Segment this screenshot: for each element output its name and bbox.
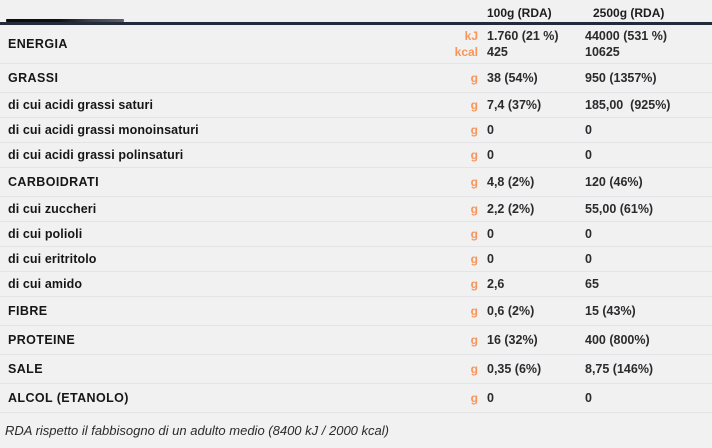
value-100g: 0	[487, 391, 494, 405]
value-2500g: 0	[585, 227, 592, 241]
row-unit-label: g	[470, 333, 478, 347]
rda-footnote: RDA rispetto il fabbisogno di un adulto …	[5, 423, 389, 438]
cropped-text-artifact	[6, 19, 124, 22]
row-label: di cui polioli	[8, 227, 83, 241]
value-100g: 0	[487, 227, 494, 241]
value-2500g: 0	[585, 148, 592, 162]
row-label: ALCOL (ETANOLO)	[8, 391, 129, 405]
table-row: di cui polioli g 0 0	[0, 222, 712, 247]
table-row: di cui acidi grassi monoinsaturi g 0 0	[0, 118, 712, 143]
row-label: CARBOIDRATI	[8, 175, 99, 189]
value-100g: 0	[487, 148, 494, 162]
row-unit-label: g	[470, 175, 478, 189]
value-100g: 7,4 (37%)	[487, 98, 542, 112]
value-100g: 0,35 (6%)	[487, 362, 542, 376]
row-unit-label: g	[470, 123, 478, 137]
row-unit-label: g	[470, 277, 478, 291]
value-2500g: 15 (43%)	[585, 304, 636, 318]
row-label: di cui eritritolo	[8, 252, 97, 266]
column-header-2500g: 2500g (RDA)	[593, 5, 665, 20]
table-row: di cui zuccheri g 2,2 (2%) 55,00 (61%)	[0, 197, 712, 222]
table-row: di cui acidi grassi polinsaturi g 0 0	[0, 143, 712, 168]
row-unit-label: kJ kcal	[454, 29, 478, 59]
value-100g: 1.760 (21 %) 425	[487, 29, 559, 59]
table-row: di cui acidi grassi saturi g 7,4 (37%) 1…	[0, 93, 712, 118]
row-unit-label: g	[470, 148, 478, 162]
row-label: GRASSI	[8, 71, 59, 85]
row-unit-label: g	[470, 71, 478, 85]
table-row: GRASSI g 38 (54%) 950 (1357%)	[0, 64, 712, 93]
value-100g: 38 (54%)	[487, 71, 538, 85]
row-label: di cui zuccheri	[8, 202, 97, 216]
value-2500g: 400 (800%)	[585, 333, 650, 347]
row-unit-label: g	[470, 304, 478, 318]
table-row: FIBRE g 0,6 (2%) 15 (43%)	[0, 297, 712, 326]
row-label: SALE	[8, 362, 43, 376]
value-2500g: 120 (46%)	[585, 175, 643, 189]
row-unit-label: g	[470, 252, 478, 266]
row-label: FIBRE	[8, 304, 48, 318]
row-label: di cui amido	[8, 277, 83, 291]
value-2500g: 55,00 (61%)	[585, 202, 654, 216]
row-unit-label: g	[470, 227, 478, 241]
table-row: di cui eritritolo g 0 0	[0, 247, 712, 272]
table-header-row: 100g (RDA) 2500g (RDA)	[0, 0, 712, 25]
value-100g: 0,6 (2%)	[487, 304, 535, 318]
value-2500g: 44000 (531 %) 10625	[585, 29, 668, 59]
table-row: di cui amido g 2,6 65	[0, 272, 712, 297]
value-2500g: 8,75 (146%)	[585, 362, 654, 376]
value-2500g: 950 (1357%)	[585, 71, 657, 85]
row-label: ENERGIA	[8, 37, 68, 51]
value-100g: 16 (32%)	[487, 333, 538, 347]
table-row: CARBOIDRATI g 4,8 (2%) 120 (46%)	[0, 168, 712, 197]
value-100g: 2,6	[487, 277, 505, 291]
table-row: ALCOL (ETANOLO) g 0 0	[0, 384, 712, 413]
row-unit-label: g	[470, 391, 478, 405]
value-2500g: 0	[585, 391, 592, 405]
value-100g: 4,8 (2%)	[487, 175, 535, 189]
value-100g: 2,2 (2%)	[487, 202, 535, 216]
row-label: PROTEINE	[8, 333, 76, 347]
nutrition-table-body: ENERGIA kJ kcal 1.760 (21 %) 425 44000 (53…	[0, 25, 712, 413]
column-header-100g: 100g (RDA)	[487, 5, 552, 20]
table-row: ENERGIA kJ kcal 1.760 (21 %) 425 44000 (53…	[0, 25, 712, 64]
table-row: PROTEINE g 16 (32%) 400 (800%)	[0, 326, 712, 355]
row-unit-label: g	[470, 202, 478, 216]
value-2500g: 65	[585, 277, 599, 291]
value-2500g: 0	[585, 252, 592, 266]
value-2500g: 185,00 (925%)	[585, 98, 671, 112]
value-2500g: 0	[585, 123, 592, 137]
row-label: di cui acidi grassi saturi	[8, 98, 154, 112]
value-100g: 0	[487, 123, 494, 137]
row-unit-label: g	[470, 362, 478, 376]
row-label: di cui acidi grassi polinsaturi	[8, 148, 184, 162]
value-100g: 0	[487, 252, 494, 266]
table-row: SALE g 0,35 (6%) 8,75 (146%)	[0, 355, 712, 384]
row-label: di cui acidi grassi monoinsaturi	[8, 123, 199, 137]
row-unit-label: g	[470, 98, 478, 112]
